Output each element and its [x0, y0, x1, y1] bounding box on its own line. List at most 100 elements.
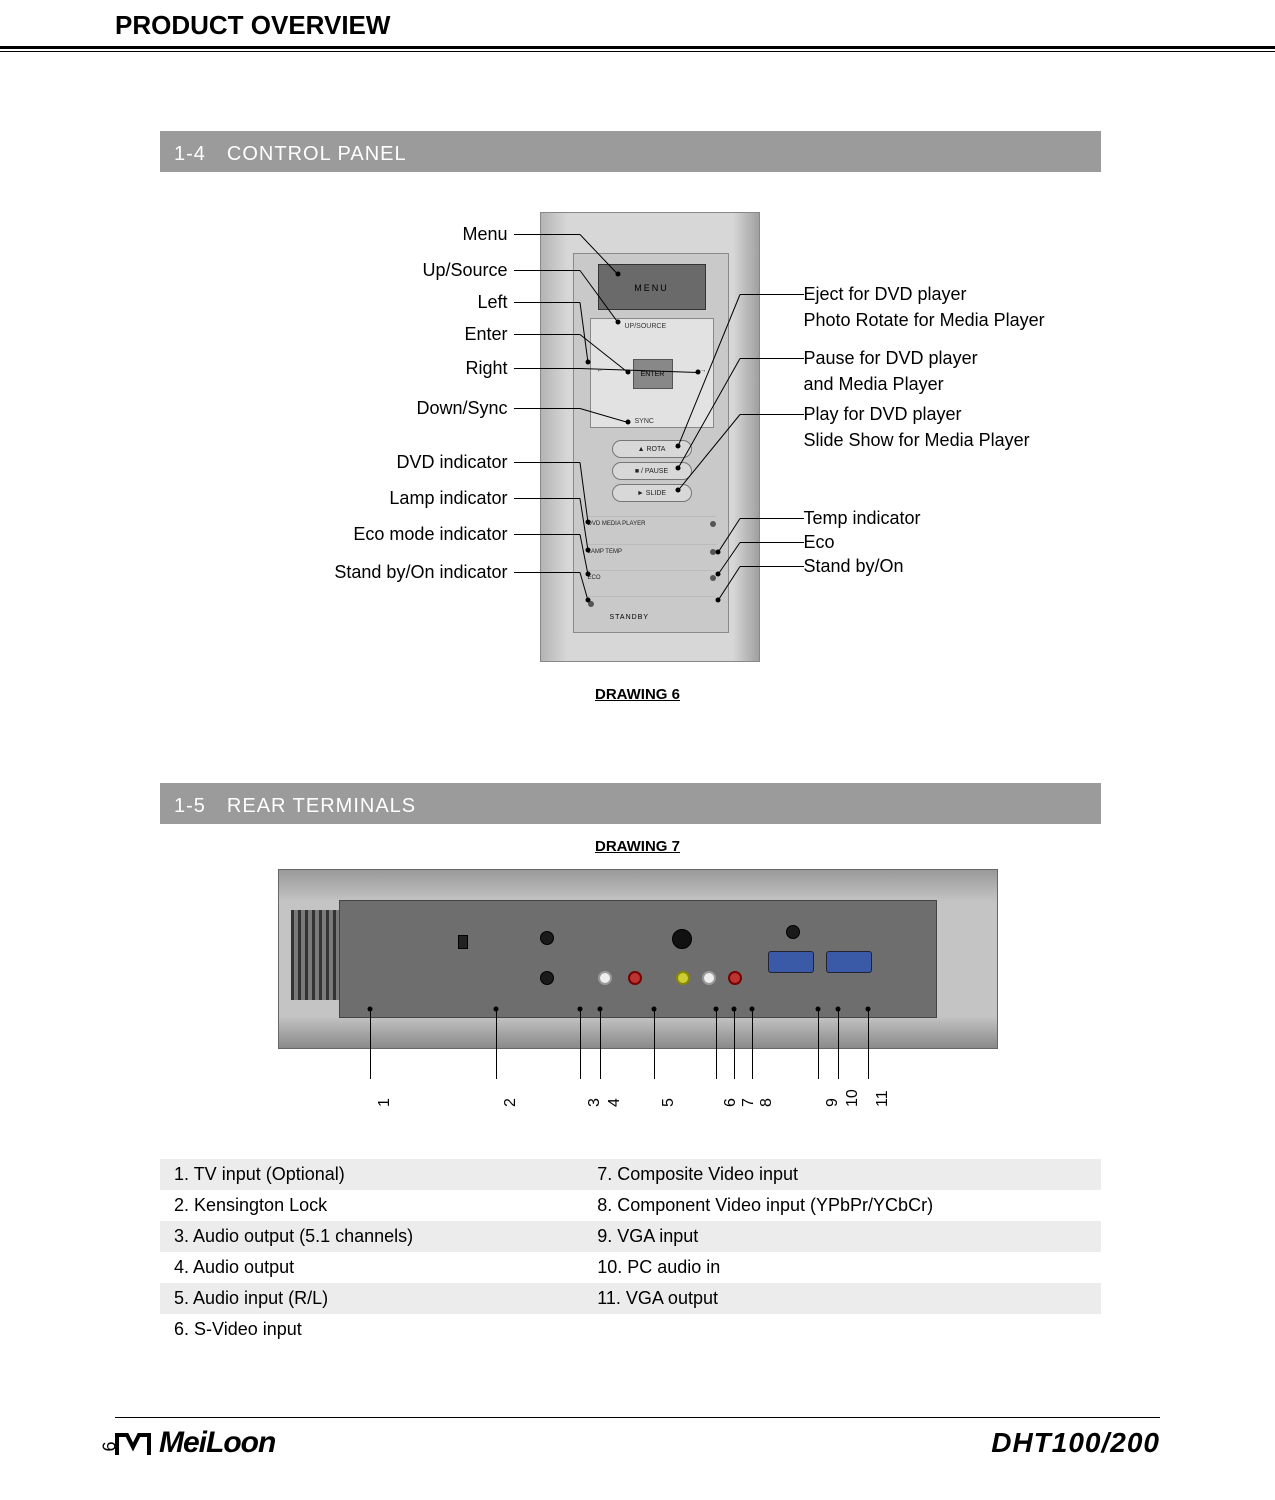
callout-right-0: Eject for DVD player — [804, 284, 967, 305]
terminal-tick-line — [370, 1009, 371, 1079]
leader-dot — [585, 548, 590, 553]
leader-dot — [625, 420, 630, 425]
control-panel-photo: MENU UP/SOURCE SYNC ← → ENTER ▲ ROTA ■ /… — [540, 212, 760, 662]
terminal-tick-line — [818, 1009, 819, 1079]
led-dot — [710, 521, 716, 527]
leader-line — [514, 270, 580, 271]
leader-line — [514, 234, 580, 235]
terminal-tick-number: 11 — [874, 1090, 892, 1107]
leader-dot — [715, 598, 720, 603]
callout-left-8: Eco mode indicator — [353, 524, 507, 545]
terminal-tick-number: 4 — [606, 1098, 624, 1107]
leader-dot — [585, 598, 590, 603]
component-pr-rca — [728, 971, 742, 985]
table-row: 5. Audio input (R/L)11. VGA output — [160, 1283, 1101, 1314]
table-cell: 1. TV input (Optional) — [160, 1159, 583, 1190]
table-cell: 9. VGA input — [583, 1221, 1100, 1252]
page-footer: 6 MeiLoon DHT100/200 — [115, 1417, 1160, 1460]
leader-line — [740, 358, 804, 359]
terminal-tick-line — [716, 1009, 717, 1079]
table-row: 1. TV input (Optional)7. Composite Video… — [160, 1159, 1101, 1190]
leader-dot — [675, 488, 680, 493]
leader-dot — [715, 550, 720, 555]
leader-line — [740, 414, 804, 415]
kensington-lock-icon — [458, 935, 468, 949]
panel-standby-label: STANDBY — [610, 614, 650, 621]
leader-dot — [675, 466, 680, 471]
callout-right-2: Pause for DVD player — [804, 348, 978, 369]
led-row2-label: LAMP TEMP — [588, 549, 622, 555]
leader-dot — [675, 444, 680, 449]
table-cell: 11. VGA output — [583, 1283, 1100, 1314]
callout-left-0: Menu — [462, 224, 507, 245]
callout-left-9: Stand by/On indicator — [334, 562, 507, 583]
callout-left-6: DVD indicator — [396, 452, 507, 473]
drawing-6-figure: MENU UP/SOURCE SYNC ← → ENTER ▲ ROTA ■ /… — [188, 212, 1088, 672]
brand-name: MeiLoon — [159, 1426, 275, 1460]
leader-dot — [615, 272, 620, 277]
panel-led-row-1: DVD MEDIA PLAYER — [588, 516, 716, 530]
callout-right-8: Stand by/On — [804, 556, 904, 577]
terminal-tick-line — [600, 1009, 601, 1079]
title-rule — [0, 46, 1275, 52]
audio-in-r-rca — [628, 971, 642, 985]
audio-out-jack — [540, 971, 554, 985]
table-cell: 5. Audio input (R/L) — [160, 1283, 583, 1314]
table-row: 2. Kensington Lock8. Component Video inp… — [160, 1190, 1101, 1221]
leader-dot — [585, 572, 590, 577]
page-title: PRODUCT OVERVIEW — [115, 0, 1160, 51]
leader-dot — [715, 572, 720, 577]
dpad-up-label: UP/SOURCE — [625, 323, 667, 330]
terminal-tick-number: 7 — [740, 1098, 758, 1107]
table-cell: 3. Audio output (5.1 channels) — [160, 1221, 583, 1252]
led-row1-label: DVD MEDIA PLAYER — [588, 521, 646, 527]
table-cell: 2. Kensington Lock — [160, 1190, 583, 1221]
terminal-tick-number: 10 — [844, 1089, 862, 1107]
brand-mark-icon — [115, 1429, 155, 1457]
callout-right-7: Eco — [804, 532, 835, 553]
callout-right-1: Photo Rotate for Media Player — [804, 310, 1045, 331]
leader-dot — [585, 360, 590, 365]
terminal-tick-line — [496, 1009, 497, 1079]
terminal-tick-number: 6 — [722, 1098, 740, 1107]
leader-line — [740, 518, 804, 519]
leader-line — [514, 408, 580, 409]
section-header-rear-terminals: 1-5 REAR TERMINALS — [160, 783, 1101, 824]
terminal-tick-number: 9 — [824, 1098, 842, 1107]
table-cell: 6. S-Video input — [160, 1314, 583, 1345]
callout-right-5: Slide Show for Media Player — [804, 430, 1030, 451]
leader-dot — [695, 370, 700, 375]
leader-line — [514, 498, 580, 499]
leader-line — [514, 534, 580, 535]
rear-inner-plate — [339, 900, 937, 1018]
table-cell: 8. Component Video input (YPbPr/YCbCr) — [583, 1190, 1100, 1221]
pc-audio-in-jack — [786, 925, 800, 939]
callout-left-4: Right — [465, 358, 507, 379]
leader-line — [740, 542, 804, 543]
drawing-7-caption: DRAWING 7 — [115, 838, 1160, 855]
table-row: 4. Audio output10. PC audio in — [160, 1252, 1101, 1283]
leader-line — [514, 572, 580, 573]
terminal-tick-number: 3 — [586, 1098, 604, 1107]
dpad-right-label: → — [700, 367, 707, 374]
leader-line — [740, 294, 804, 295]
terminal-tick-line — [868, 1009, 869, 1079]
rear-panel-photo — [278, 869, 998, 1049]
vga-out-port — [826, 951, 872, 973]
callout-right-3: and Media Player — [804, 374, 944, 395]
leader-line — [514, 302, 580, 303]
terminal-tick-number: 2 — [502, 1098, 520, 1107]
leader-line — [514, 334, 580, 335]
vga-in-port — [768, 951, 814, 973]
panel-led-row-4 — [588, 596, 716, 610]
composite-rca — [676, 971, 690, 985]
table-cell: 4. Audio output — [160, 1252, 583, 1283]
terminal-tick-number: 1 — [376, 1098, 394, 1107]
panel-led-row-2: LAMP TEMP — [588, 544, 716, 558]
table-cell: 7. Composite Video input — [583, 1159, 1100, 1190]
model-number: DHT100/200 — [991, 1427, 1160, 1459]
s-video-port — [672, 929, 692, 949]
leader-line — [740, 566, 804, 567]
audio-in-l-rca — [598, 971, 612, 985]
leader-dot — [585, 520, 590, 525]
